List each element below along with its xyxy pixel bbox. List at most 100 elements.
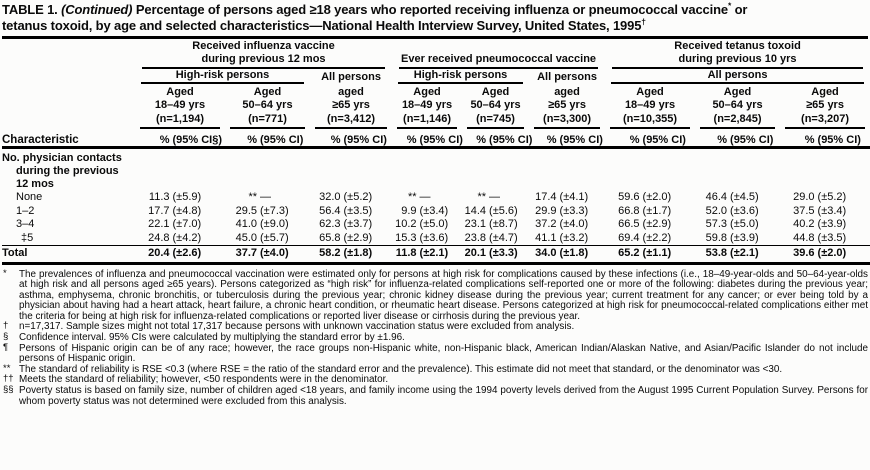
age-col-7: Aged 18–49 yrs (n=10,355) bbox=[605, 84, 695, 129]
sample-size: (n=3,300) bbox=[543, 112, 592, 125]
footnote-marker: ** bbox=[3, 362, 11, 374]
footnote-text: The prevalences of influenza and pneumoc… bbox=[19, 268, 868, 322]
total-label: Total bbox=[2, 245, 135, 265]
document-page: TABLE 1. (Continued) Percentage of perso… bbox=[2, 0, 870, 407]
group-header-row: Received influenza vaccine during previou… bbox=[2, 40, 870, 69]
footnote-marker: §§ bbox=[3, 384, 14, 396]
title-text-2: tetanus toxoid, by age and selected char… bbox=[2, 17, 642, 33]
table-title-line2: tetanus toxoid, by age and selected char… bbox=[2, 16, 868, 34]
title-divider-rule bbox=[2, 36, 868, 39]
sample-size: (n=1,194) bbox=[156, 112, 204, 125]
title-footnote-marker-dagger: † bbox=[641, 16, 646, 27]
table-row: 1–2 17.7 (±4.8) 29.5 (±7.3) 56.4 (±3.5) 9.9… bbox=[2, 205, 870, 219]
data-cell: 57.3 (±5.0) bbox=[705, 218, 759, 230]
data-cell: 10.2 (±5.0) bbox=[395, 218, 449, 230]
data-cell: 17.7 (±4.8) bbox=[148, 204, 202, 217]
sample-size: (n=10,355) bbox=[622, 112, 678, 125]
group-header-tetanus: Received tetanus toxoid during previous 1… bbox=[605, 40, 870, 69]
measure-header-3: % (95% CI) bbox=[310, 129, 393, 149]
data-cell: 32.0 (±5.2) bbox=[319, 191, 373, 203]
data-cell: 39.6 (±2.0) bbox=[780, 245, 870, 265]
data-cell: 9.9 (±3.4) bbox=[401, 204, 449, 217]
data-cell: 53.8 (±2.1) bbox=[695, 245, 781, 265]
table-title: TABLE 1. (Continued) Percentage of perso… bbox=[2, 0, 868, 34]
data-cell: 11.3 (±5.9) bbox=[148, 191, 202, 203]
age-col-6: aged ≥65 yrs (n=3,300) bbox=[529, 84, 605, 129]
footnote-double-section: §§ Poverty status is based on family size… bbox=[2, 384, 868, 407]
title-footnote-marker-asterisk: * bbox=[727, 0, 732, 11]
row-label: None bbox=[16, 191, 43, 203]
measure-header-2: % (95% CI) bbox=[225, 129, 310, 149]
characteristic-header: Characteristic bbox=[2, 129, 135, 149]
measure-header-6: % (95% CI) bbox=[529, 129, 606, 149]
footnote-text: The standard of reliability is RSE <0.3 … bbox=[19, 363, 783, 375]
data-cell: 59.8 (±3.9) bbox=[705, 231, 759, 244]
subgroup-pneumococcal-allpersons: All persons bbox=[537, 71, 597, 83]
footnote-dagger: † n=17,317. Sample sizes might not total … bbox=[2, 321, 868, 333]
data-cell: 40.2 (±3.9) bbox=[793, 218, 847, 230]
row-label: ‡5 bbox=[21, 231, 34, 244]
data-cell: 46.4 (±4.5) bbox=[705, 191, 759, 203]
data-cell: 66.8 (±1.7) bbox=[618, 204, 672, 217]
measure-header-1: % (95% CI§) bbox=[135, 129, 225, 149]
age-header-row: Aged 18–49 yrs (n=1,194) Aged 50–64 yrs (n=7… bbox=[2, 84, 870, 129]
data-cell: 37.5 (±3.4) bbox=[793, 204, 847, 217]
data-cell: ** — bbox=[407, 191, 431, 203]
data-cell: 34.0 (±1.8) bbox=[529, 245, 606, 265]
group-header-influenza: Received influenza vaccine during previou… bbox=[135, 40, 392, 69]
footnote-marker: ¶ bbox=[3, 341, 9, 353]
age-col-2: Aged 50–64 yrs (n=771) bbox=[225, 84, 310, 129]
data-cell: 37.7 (±4.0) bbox=[225, 245, 310, 265]
tetanus-group-line2: during previous 10 yrs bbox=[678, 53, 797, 65]
sample-size: (n=1,146) bbox=[403, 112, 452, 125]
sample-size: (n=3,412) bbox=[327, 112, 376, 125]
data-cell: 22.1 (±7.0) bbox=[148, 218, 202, 230]
footnote-text: Meets the standard of reliability; howev… bbox=[19, 374, 389, 386]
measure-header-4: % (95% CI) bbox=[392, 129, 463, 149]
data-cell: 52.0 (±3.6) bbox=[705, 204, 759, 217]
measure-header-row: Characteristic % (95% CI§) % (95% CI) % (95… bbox=[2, 129, 870, 149]
footnote-marker: * bbox=[3, 267, 7, 279]
data-cell: 56.4 (±3.5) bbox=[319, 204, 373, 217]
title-text-1: Percentage of persons aged ≥18 years who… bbox=[135, 2, 728, 17]
data-cell: 20.1 (±3.3) bbox=[462, 245, 530, 265]
data-cell: 41.1 (±3.2) bbox=[535, 231, 589, 244]
age-col-3: aged ≥65 yrs (n=3,412) bbox=[310, 84, 392, 129]
subgroup-tetanus-allpersons: All persons bbox=[605, 69, 870, 84]
data-cell: 59.6 (±2.0) bbox=[618, 191, 672, 203]
data-cell: 24.8 (±4.2) bbox=[148, 231, 202, 244]
data-cell: 65.8 (±2.9) bbox=[319, 231, 373, 244]
data-cell: 45.0 (±5.7) bbox=[235, 231, 289, 244]
data-cell: ** — bbox=[477, 191, 501, 203]
section-header-row: No. physician contacts during the previo… bbox=[2, 148, 870, 192]
data-cell: 66.5 (±2.9) bbox=[618, 218, 672, 230]
footnote-text: Confidence interval. 95% CIs were calcul… bbox=[19, 332, 405, 344]
group-header-spacer bbox=[2, 40, 135, 69]
footnote-text: Persons of Hispanic origin can be of any… bbox=[19, 342, 868, 365]
age-col-1: Aged 18–49 yrs (n=1,194) bbox=[135, 84, 225, 129]
vaccination-data-table: Received influenza vaccine during previou… bbox=[2, 40, 870, 265]
title-text-tail: or bbox=[734, 2, 748, 17]
section-header: No. physician contacts during the previo… bbox=[2, 152, 122, 190]
footnote-pilcrow: ¶ Persons of Hispanic origin can be of an… bbox=[2, 341, 868, 365]
table-row: 3–4 22.1 (±7.0) 41.0 (±9.0) 62.3 (±3.7) 10.… bbox=[2, 218, 870, 232]
footnote-double-asterisk: ** The standard of reliability is RSE <0.… bbox=[2, 362, 868, 376]
footnote-marker: § bbox=[3, 331, 9, 343]
age-col-5: Aged 50–64 yrs (n=745) bbox=[462, 84, 529, 129]
sample-size: (n=3,207) bbox=[801, 112, 850, 125]
measure-header-7: % (95% CI) bbox=[605, 129, 696, 149]
row-label: 3–4 bbox=[16, 218, 35, 230]
data-cell: 65.2 (±1.1) bbox=[605, 245, 696, 265]
subgroup-influenza-highrisk: High-risk persons bbox=[135, 69, 310, 84]
data-cell: 20.4 (±2.6) bbox=[135, 245, 225, 265]
age-header-spacer bbox=[2, 84, 135, 129]
age-col-4: Aged 18–49 yrs (n=1,146) bbox=[392, 84, 462, 129]
sample-size: (n=771) bbox=[248, 112, 287, 125]
data-cell: 14.4 (±5.6) bbox=[464, 204, 518, 217]
age-col-9: Aged ≥65 yrs (n=3,207) bbox=[780, 84, 870, 129]
measure-header-9: % (95% CI) bbox=[780, 129, 870, 149]
table-number: TABLE 1. bbox=[2, 2, 58, 17]
sample-size: (n=745) bbox=[476, 112, 515, 125]
age-col-8: Aged 50–64 yrs (n=2,845) bbox=[695, 84, 780, 129]
data-cell: 58.2 (±1.8) bbox=[310, 245, 393, 265]
